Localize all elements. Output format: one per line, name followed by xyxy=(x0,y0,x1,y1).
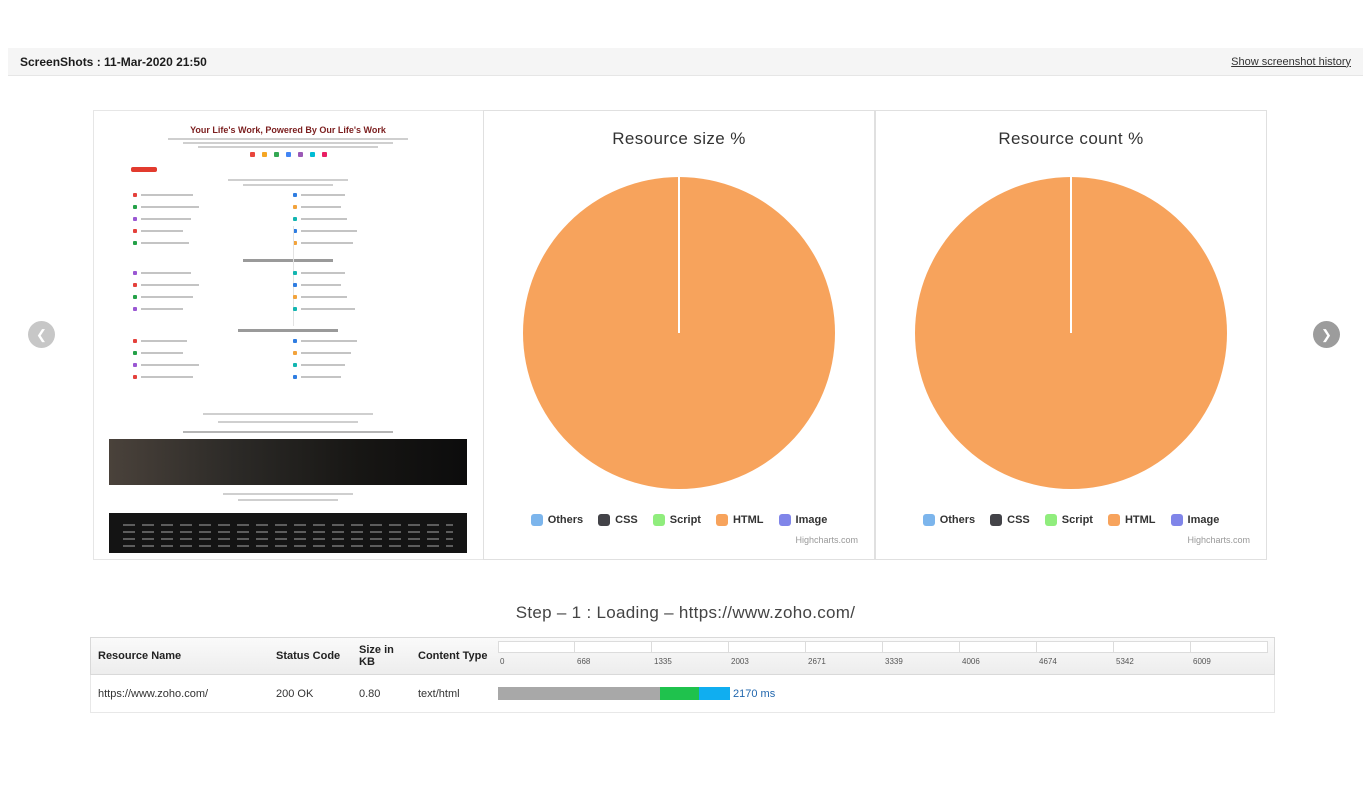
script-swatch-icon xyxy=(652,514,665,526)
image-swatch-icon xyxy=(778,514,791,526)
timing-bar xyxy=(498,687,730,700)
css-swatch-icon xyxy=(990,514,1003,526)
header-resource-name: Resource Name xyxy=(98,650,182,662)
table-row: https://www.zoho.com/ 200 OK 0.80 text/h… xyxy=(90,675,1275,713)
resources-table: Resource Name Status Code Size in KB Con… xyxy=(90,637,1275,713)
resource-count-chart-panel: Resource count % Others CSS Script HTML xyxy=(875,110,1267,560)
html-swatch-icon xyxy=(715,514,728,526)
resources-table-header: Resource Name Status Code Size in KB Con… xyxy=(90,637,1275,675)
css-swatch-icon xyxy=(598,514,611,526)
carousel-next-button[interactable]: ❯ xyxy=(1313,321,1340,348)
timing-segment-wait xyxy=(498,687,660,700)
header-content-type: Content Type xyxy=(418,650,488,662)
screenshots-title: ScreenShots : 11-Mar-2020 21:50 xyxy=(20,54,207,69)
status-code-cell: 200 OK xyxy=(276,687,314,700)
highcharts-credits-link[interactable]: Highcharts.com xyxy=(1187,535,1250,545)
legend-item-others[interactable]: Others xyxy=(530,514,583,526)
html-swatch-icon xyxy=(1107,514,1120,526)
thumbnail-app-grid-2 xyxy=(133,271,453,311)
legend-item-others[interactable]: Others xyxy=(922,514,975,526)
legend-item-image[interactable]: Image xyxy=(1170,514,1219,526)
content-type-cell: text/html xyxy=(418,687,460,700)
resource-count-legend: Others CSS Script HTML Image xyxy=(876,514,1266,526)
highcharts-credits-link[interactable]: Highcharts.com xyxy=(795,535,858,545)
timeline-tick: 3339 xyxy=(885,657,903,666)
timing-cell: 2170 ms xyxy=(492,687,1274,700)
header-status-code: Status Code xyxy=(276,650,341,662)
timeline-ruler-cells xyxy=(498,641,1268,653)
others-swatch-icon xyxy=(530,514,543,526)
legend-item-script[interactable]: Script xyxy=(652,514,701,526)
webpage-thumbnail: Your Life's Work, Powered By Our Life's … xyxy=(105,121,471,559)
legend-item-css[interactable]: CSS xyxy=(990,514,1030,526)
timeline-ruler: 0 668 1335 2003 2671 3339 4006 4674 5342… xyxy=(492,638,1274,674)
others-swatch-icon xyxy=(922,514,935,526)
size-cell: 0.80 xyxy=(359,687,381,700)
timeline-tick: 4006 xyxy=(962,657,980,666)
timeline-tick: 668 xyxy=(577,657,591,666)
timeline-tick: 0 xyxy=(500,657,505,666)
timing-segment-blue xyxy=(699,687,730,700)
timeline-tick: 5342 xyxy=(1116,657,1134,666)
resource-size-chart-panel: Resource size % Others CSS Script HTML xyxy=(483,110,875,560)
panels-row: Your Life's Work, Powered By Our Life's … xyxy=(93,110,1267,560)
thumbnail-red-badge xyxy=(131,167,157,172)
timing-segment-green xyxy=(660,687,699,700)
screenshots-header-bar: ScreenShots : 11-Mar-2020 21:50 Show scr… xyxy=(8,48,1363,76)
chevron-right-icon: ❯ xyxy=(1321,326,1332,342)
thumbnail-footer-links xyxy=(109,513,467,553)
screenshot-panel: Your Life's Work, Powered By Our Life's … xyxy=(93,110,483,560)
legend-item-css[interactable]: CSS xyxy=(598,514,638,526)
legend-item-script[interactable]: Script xyxy=(1044,514,1093,526)
timeline-tick: 2003 xyxy=(731,657,749,666)
resource-size-legend: Others CSS Script HTML Image xyxy=(484,514,874,526)
chevron-left-icon: ❮ xyxy=(36,326,47,342)
thumbnail-tagline: Your Life's Work, Powered By Our Life's … xyxy=(190,125,386,135)
duration-label: 2170 ms xyxy=(733,687,776,700)
legend-item-html[interactable]: HTML xyxy=(1107,514,1156,526)
timeline-tick: 4674 xyxy=(1039,657,1057,666)
resource-count-pie[interactable] xyxy=(915,177,1227,489)
resource-size-chart-title: Resource size % xyxy=(612,129,746,148)
thumbnail-app-grid-3 xyxy=(133,339,453,379)
script-swatch-icon xyxy=(1044,514,1057,526)
thumbnail-logos-row xyxy=(105,152,471,157)
timeline-tick: 6009 xyxy=(1193,657,1211,666)
header-size-in-kb: Size in KB xyxy=(359,644,394,668)
carousel-prev-button[interactable]: ❮ xyxy=(28,321,55,348)
timeline-tick: 2671 xyxy=(808,657,826,666)
legend-item-html[interactable]: HTML xyxy=(715,514,764,526)
image-swatch-icon xyxy=(1170,514,1183,526)
step-title: Step – 1 : Loading – https://www.zoho.co… xyxy=(515,603,856,622)
thumbnail-app-grid-1 xyxy=(133,193,453,245)
thumbnail-hero-photo xyxy=(109,439,467,485)
resource-size-pie[interactable] xyxy=(523,177,835,489)
show-screenshot-history-link[interactable]: Show screenshot history xyxy=(1231,55,1351,68)
resource-count-chart-title: Resource count % xyxy=(998,129,1144,148)
timeline-tick: 1335 xyxy=(654,657,672,666)
resource-name-cell: https://www.zoho.com/ xyxy=(98,687,209,700)
legend-item-image[interactable]: Image xyxy=(778,514,827,526)
